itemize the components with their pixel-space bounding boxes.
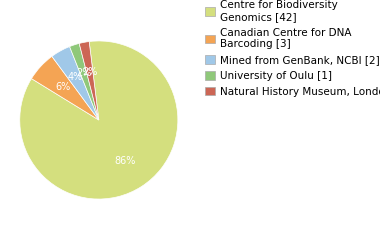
- Text: 4%: 4%: [67, 72, 82, 82]
- Wedge shape: [20, 41, 178, 199]
- Text: 2%: 2%: [76, 68, 91, 78]
- Wedge shape: [52, 47, 99, 120]
- Text: 2%: 2%: [82, 67, 97, 77]
- Text: 86%: 86%: [115, 156, 136, 166]
- Wedge shape: [32, 56, 99, 120]
- Wedge shape: [70, 43, 99, 120]
- Wedge shape: [79, 42, 99, 120]
- Text: 6%: 6%: [55, 82, 70, 92]
- Legend: Centre for Biodiversity
Genomics [42], Canadian Centre for DNA
Barcoding [3], Mi: Centre for Biodiversity Genomics [42], C…: [205, 0, 380, 96]
